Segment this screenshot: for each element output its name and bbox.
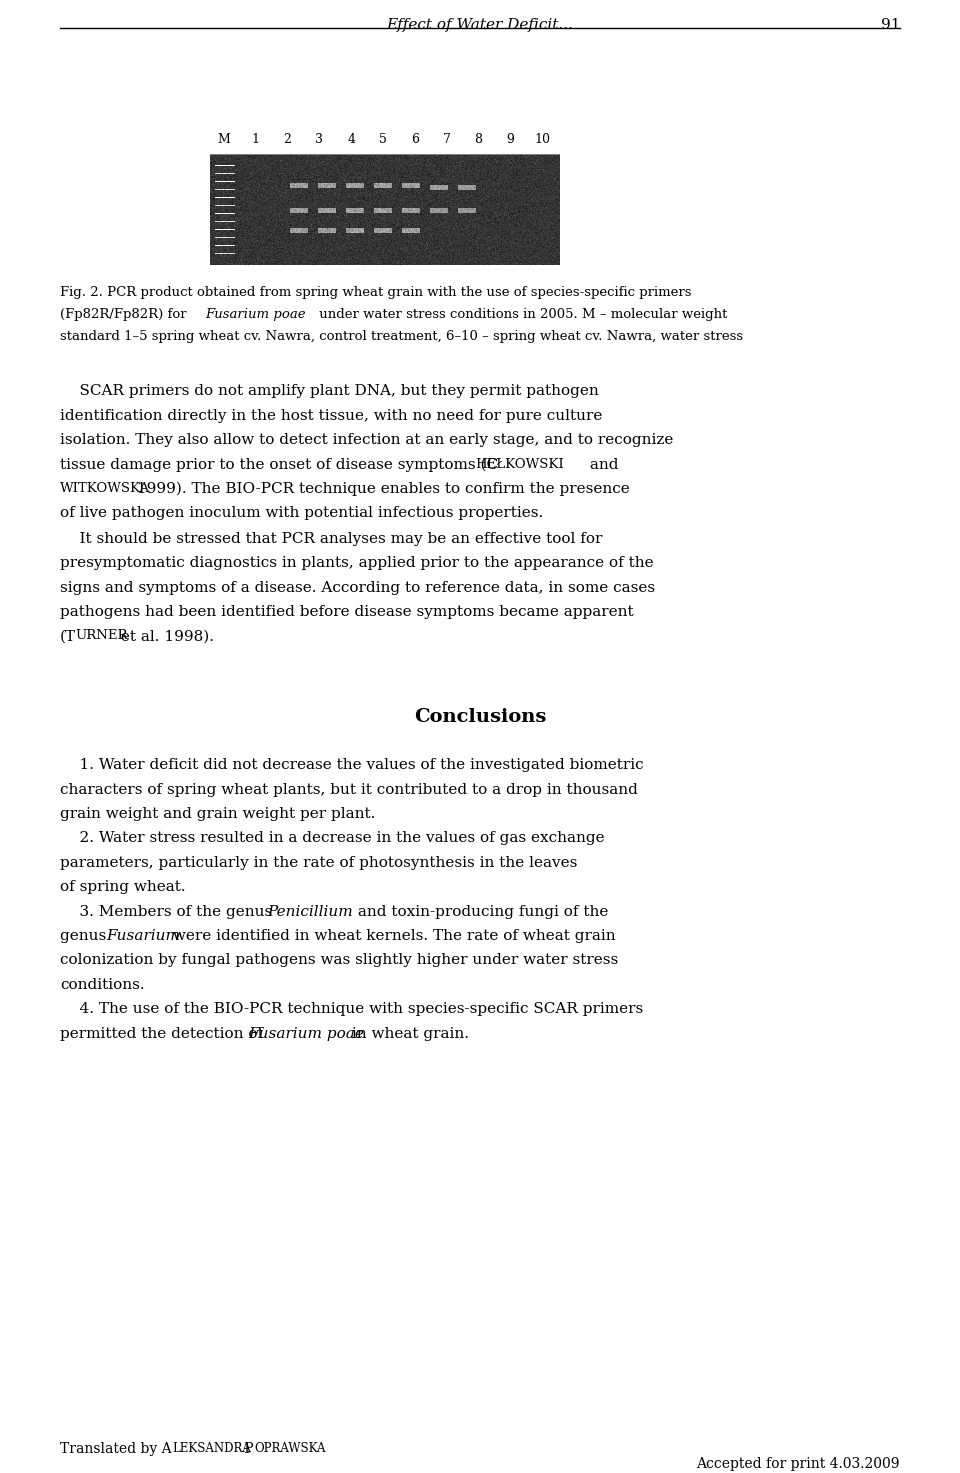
Text: et al. 1998).: et al. 1998). <box>116 629 214 644</box>
Text: in wheat grain.: in wheat grain. <box>347 1027 469 1040</box>
Text: 2. Water stress resulted in a decrease in the values of gas exchange: 2. Water stress resulted in a decrease i… <box>60 831 605 846</box>
Text: 5: 5 <box>379 134 387 146</box>
Text: WITKOWSKA: WITKOWSKA <box>60 482 150 495</box>
Text: signs and symptoms of a disease. According to reference data, in some cases: signs and symptoms of a disease. Accordi… <box>60 580 655 595</box>
Text: 10: 10 <box>534 134 550 146</box>
Text: conditions.: conditions. <box>60 978 145 991</box>
Text: Effect of Water Deficit...: Effect of Water Deficit... <box>387 18 573 32</box>
Text: 1: 1 <box>252 134 260 146</box>
Text: URNER: URNER <box>76 629 128 642</box>
Text: SCAR primers do not amplify plant DNA, but they permit pathogen: SCAR primers do not amplify plant DNA, b… <box>60 384 599 398</box>
Text: and toxin-producing fungi of the: and toxin-producing fungi of the <box>353 904 609 919</box>
Text: (Fp82R/Fp82R) for: (Fp82R/Fp82R) for <box>60 308 191 321</box>
Text: LEKSANDRA: LEKSANDRA <box>172 1442 251 1455</box>
Text: 8: 8 <box>474 134 483 146</box>
Text: under water stress conditions in 2005. M – molecular weight: under water stress conditions in 2005. M… <box>315 308 728 321</box>
Text: 1999). The BIO-PCR technique enables to confirm the presence: 1999). The BIO-PCR technique enables to … <box>132 482 630 496</box>
Text: characters of spring wheat plants, but it contributed to a drop in thousand: characters of spring wheat plants, but i… <box>60 782 637 797</box>
Text: 91: 91 <box>880 18 900 32</box>
Text: grain weight and grain weight per plant.: grain weight and grain weight per plant. <box>60 807 375 820</box>
Text: 7: 7 <box>443 134 450 146</box>
Text: permitted the detection of: permitted the detection of <box>60 1027 268 1040</box>
Text: 1. Water deficit did not decrease the values of the investigated biometric: 1. Water deficit did not decrease the va… <box>60 759 643 772</box>
Text: Fig. 2. PCR product obtained from spring wheat grain with the use of species-spe: Fig. 2. PCR product obtained from spring… <box>60 286 691 299</box>
Text: Fusarium poae: Fusarium poae <box>205 308 305 321</box>
Text: OPRAWSKA: OPRAWSKA <box>254 1442 325 1455</box>
Text: P: P <box>240 1442 253 1455</box>
Text: Penicillium: Penicillium <box>267 904 352 919</box>
Text: presymptomatic diagnostics in plants, applied prior to the appearance of the: presymptomatic diagnostics in plants, ap… <box>60 557 654 570</box>
Text: colonization by fungal pathogens was slightly higher under water stress: colonization by fungal pathogens was sli… <box>60 953 618 968</box>
Text: Fusarium poae: Fusarium poae <box>248 1027 364 1040</box>
Text: M: M <box>218 134 230 146</box>
Bar <box>210 155 560 264</box>
Text: 3: 3 <box>316 134 324 146</box>
Text: Translated by A: Translated by A <box>60 1442 172 1455</box>
Text: 9: 9 <box>506 134 515 146</box>
Text: Fusarium: Fusarium <box>106 929 180 943</box>
Text: (T: (T <box>60 629 76 644</box>
Text: 2: 2 <box>283 134 292 146</box>
Text: tissue damage prior to the onset of disease symptoms (C: tissue damage prior to the onset of dise… <box>60 458 498 471</box>
Text: isolation. They also allow to detect infection at an early stage, and to recogni: isolation. They also allow to detect inf… <box>60 433 673 448</box>
Text: standard 1–5 spring wheat cv. Nawra, control treatment, 6–10 – spring wheat cv. : standard 1–5 spring wheat cv. Nawra, con… <box>60 330 743 343</box>
Text: identification directly in the host tissue, with no need for pure culture: identification directly in the host tiss… <box>60 408 602 423</box>
Text: pathogens had been identified before disease symptoms became apparent: pathogens had been identified before dis… <box>60 605 634 619</box>
Text: parameters, particularly in the rate of photosynthesis in the leaves: parameters, particularly in the rate of … <box>60 856 577 871</box>
Text: 4. The use of the BIO-PCR technique with species-specific SCAR primers: 4. The use of the BIO-PCR technique with… <box>60 1002 643 1016</box>
Text: 4: 4 <box>348 134 355 146</box>
Text: genus: genus <box>60 929 111 943</box>
Text: of live pathogen inoculum with potential infectious properties.: of live pathogen inoculum with potential… <box>60 507 543 520</box>
Text: HEŁKOWSKI: HEŁKOWSKI <box>475 458 564 470</box>
Text: 6: 6 <box>411 134 419 146</box>
Text: 3. Members of the genus: 3. Members of the genus <box>60 904 277 919</box>
Text: of spring wheat.: of spring wheat. <box>60 881 185 894</box>
Text: and: and <box>585 458 618 471</box>
Text: Accepted for print 4.03.2009: Accepted for print 4.03.2009 <box>697 1457 900 1470</box>
Text: were identified in wheat kernels. The rate of wheat grain: were identified in wheat kernels. The ra… <box>168 929 615 943</box>
Text: Conclusions: Conclusions <box>414 709 546 726</box>
Text: It should be stressed that PCR analyses may be an effective tool for: It should be stressed that PCR analyses … <box>60 532 602 545</box>
